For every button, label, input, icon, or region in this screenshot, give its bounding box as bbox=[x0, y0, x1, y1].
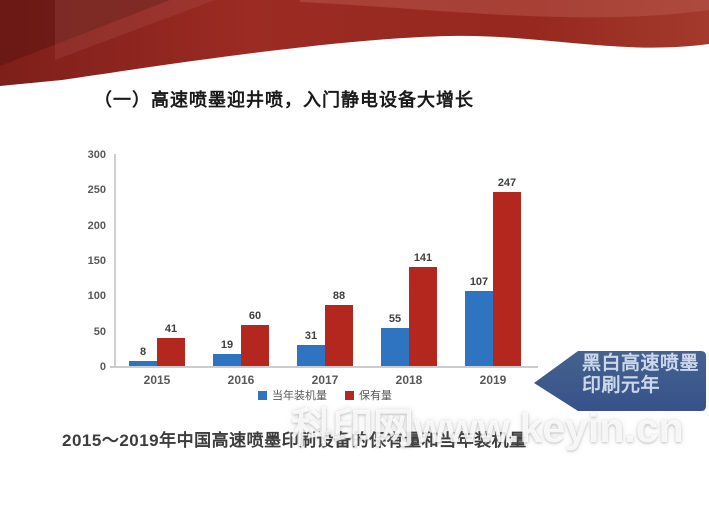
y-tick-label: 150 bbox=[87, 255, 106, 267]
bar-2018-s1 bbox=[409, 267, 437, 367]
legend-item: 当年装机量 bbox=[258, 387, 327, 403]
bar-value-label: 55 bbox=[388, 313, 402, 325]
bar-2015-s1 bbox=[157, 338, 185, 367]
x-tick-label: 2015 bbox=[143, 373, 171, 387]
x-tick-label: 2018 bbox=[395, 373, 423, 387]
x-axis-line bbox=[110, 366, 538, 368]
plot-area: 8 41 19 60 31 88 55 141 107 247 bbox=[115, 155, 535, 367]
bar-value-label: 247 bbox=[497, 177, 517, 189]
y-tick-label: 0 bbox=[99, 361, 106, 373]
y-tick-label: 200 bbox=[87, 219, 106, 232]
y-tick-label: 250 bbox=[87, 184, 106, 197]
y-tick-label: 100 bbox=[87, 290, 106, 303]
bar-value-label: 19 bbox=[220, 339, 234, 351]
chart-caption: 2015～2019年中国高速喷墨印刷设备的保有量和当年装机量 bbox=[62, 431, 527, 450]
callout-line-1: 黑白高速喷墨 bbox=[582, 353, 700, 374]
bar-value-label: 60 bbox=[248, 310, 262, 322]
bar-2017-s1 bbox=[325, 305, 353, 367]
bar-value-label: 8 bbox=[139, 346, 147, 358]
bar-2018-s0 bbox=[381, 328, 409, 367]
legend-swatch bbox=[345, 390, 354, 400]
header-ribbon-graphic bbox=[0, 0, 709, 86]
bar-2016-s0 bbox=[213, 354, 241, 367]
bar-value-label: 107 bbox=[469, 276, 489, 288]
legend-label: 当年装机量 bbox=[272, 390, 327, 402]
callout-text: 黑白高速喷墨 印刷元年 bbox=[582, 353, 699, 397]
y-tick-label: 50 bbox=[93, 325, 106, 338]
y-axis: 0 50 100 150 200 250 300 bbox=[68, 149, 106, 373]
y-tick-label: 300 bbox=[87, 149, 106, 161]
bar-2019-s1 bbox=[493, 192, 521, 367]
slide-title: （一）高速喷墨迎井喷，入门静电设备大增长 bbox=[94, 90, 474, 110]
bar-2016-s1 bbox=[241, 325, 269, 367]
callout-line-2: 印刷元年 bbox=[582, 375, 661, 396]
bar-value-label: 141 bbox=[413, 252, 433, 264]
watermark-text: 科印网www.keyin.cn bbox=[291, 405, 684, 451]
bar-2017-s0 bbox=[297, 345, 325, 367]
bar-2019-s0 bbox=[465, 291, 493, 367]
chart-legend: 当年装机量 保有量 bbox=[115, 387, 535, 403]
y-axis-line bbox=[114, 154, 116, 368]
x-axis: 2015 2016 2017 2018 2019 bbox=[115, 373, 535, 387]
x-tick-label: 2016 bbox=[227, 373, 255, 387]
bar-value-label: 41 bbox=[164, 323, 178, 335]
bar-value-label: 88 bbox=[332, 290, 346, 302]
legend-label: 保有量 bbox=[359, 390, 392, 402]
legend-swatch bbox=[258, 390, 267, 400]
bar-value-label: 31 bbox=[304, 330, 318, 342]
callout-arrow-shape bbox=[534, 351, 706, 411]
x-tick-label: 2017 bbox=[311, 373, 339, 387]
legend-item: 保有量 bbox=[345, 387, 392, 403]
x-tick-label: 2019 bbox=[479, 373, 507, 387]
bar-2015-s0 bbox=[129, 361, 157, 367]
